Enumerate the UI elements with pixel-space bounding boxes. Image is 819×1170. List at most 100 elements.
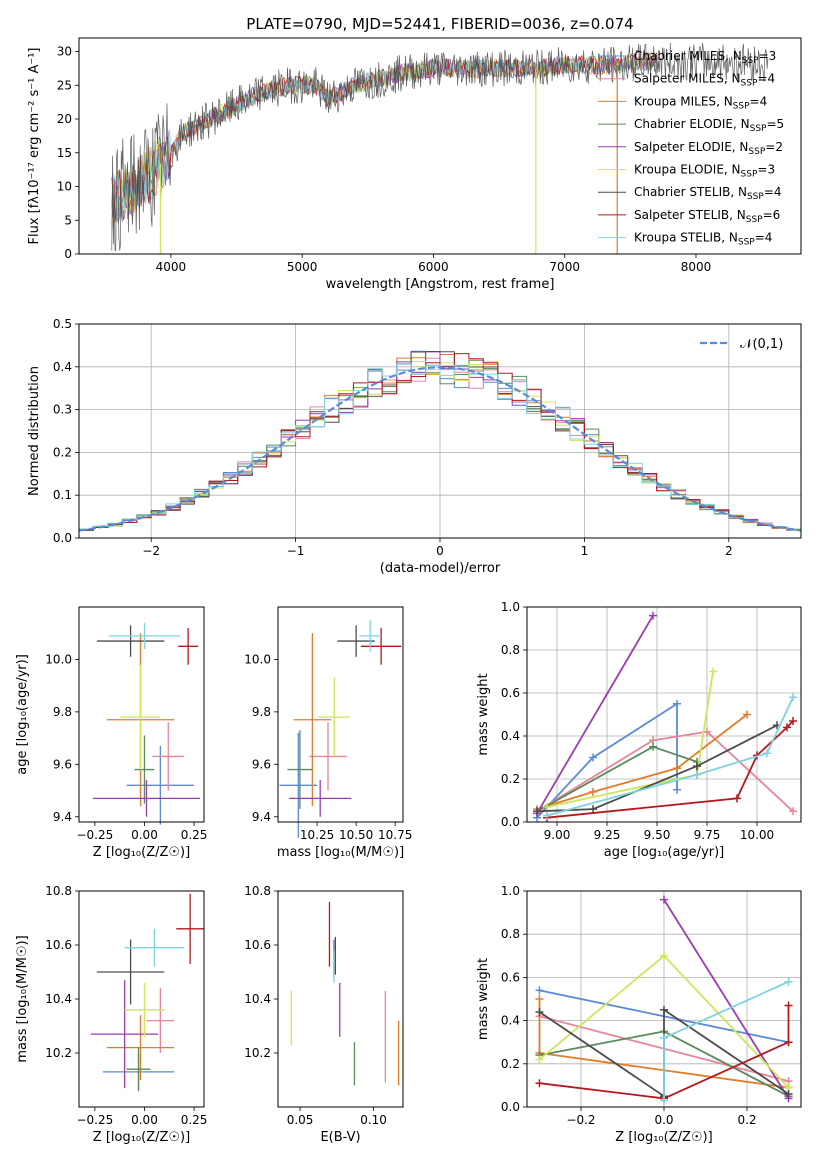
y-tick-label: 10.2	[45, 1046, 72, 1060]
x-tick-label: −0.25	[76, 828, 113, 842]
legend-nssp: 4	[765, 231, 773, 245]
legend-sub: SSP	[733, 101, 750, 111]
weight-vs-Z-panel: −0.2 0.0 0.2 0.0 0.2 0.4 0.6 0.8 1.0 Z [log₁₀(Z/Z…	[476, 884, 802, 1145]
y-tick-label: 0	[64, 247, 72, 261]
x-axis-label: (data-model)/error	[380, 561, 501, 576]
x-tick-label: 0.0	[654, 1113, 673, 1127]
y-tick-label: 0.2	[501, 772, 520, 786]
legend-name: Salpeter STELIB	[634, 208, 729, 222]
y-tick-label: 0.0	[501, 1100, 520, 1114]
x-tick-label: 0.00	[131, 828, 158, 842]
legend-sep: , N	[730, 185, 747, 199]
series-marker	[543, 802, 551, 811]
hist-kroupa-stelib	[78, 363, 801, 538]
x-tick-label: 8000	[681, 260, 712, 274]
series-marker	[783, 723, 791, 732]
series-marker	[535, 1079, 544, 1088]
residuals-panel: −2 −1 0 1 2 0.0 0.1 0.2 0.3 0.4 0.5 (data-model)/er…	[27, 317, 802, 576]
y-axis-label: mass [log₁₀(M/M☉)]	[15, 935, 30, 1062]
x-tick-label: 10.50	[339, 828, 373, 842]
legend-sub: SSP	[750, 124, 767, 134]
legend-entry: Kroupa MILES, NSSP=4	[634, 94, 767, 111]
x-axis-label: age [log₁₀(age/yr)]	[604, 845, 725, 860]
legend-sep: , N	[724, 72, 741, 86]
axes-frame	[78, 890, 205, 1108]
legend-eq: =	[765, 140, 775, 154]
legend-nssp: 4	[760, 94, 768, 108]
x-tick-label: 5000	[287, 260, 318, 274]
axes-frame	[277, 890, 404, 1108]
y-tick-label: 20	[57, 112, 72, 126]
y-tick-label: 0.5	[53, 317, 72, 331]
y-tick-label: 0.4	[53, 360, 72, 374]
legend-nssp: 3	[767, 163, 775, 177]
y-tick-label: 1.0	[501, 884, 520, 898]
y-axis-label: mass weight	[476, 673, 491, 755]
x-tick-label: 0.10	[360, 1113, 387, 1127]
x-tick-label: 0	[436, 544, 444, 558]
legend-entry: Salpeter ELODIE, NSSP=2	[634, 140, 783, 157]
legend-nssp: 4	[774, 185, 782, 199]
y-tick-label: 25	[57, 78, 72, 92]
x-tick-label: −1	[287, 544, 305, 558]
normal-curve	[78, 366, 802, 532]
series-marker	[784, 1001, 793, 1010]
series-marker	[693, 762, 701, 771]
series-marker	[784, 1090, 793, 1099]
legend-name: Kroupa ELODIE	[634, 163, 724, 177]
y-axis-label: mass weight	[476, 958, 491, 1040]
series-salpeter-stelib	[539, 1005, 790, 1100]
series-marker	[784, 977, 793, 986]
y-tick-label: 1.0	[501, 600, 520, 614]
axes-frame	[78, 37, 802, 255]
series-kroupa-stelib	[546, 696, 794, 817]
legend-sub: SSP	[738, 238, 755, 248]
series-marker	[789, 693, 797, 702]
series-kroupa-miles	[536, 713, 748, 810]
x-axis-label: Z [log₁₀(Z/Z☉)]	[93, 845, 190, 860]
y-tick-label: 9.6	[252, 757, 271, 771]
series-marker	[673, 764, 681, 773]
x-tick-label: 2	[725, 544, 733, 558]
spectrum-chabrier-stelib	[111, 42, 769, 252]
y-tick-label: 0.4	[501, 1014, 520, 1028]
series-marker	[589, 787, 597, 796]
legend-nssp: 4	[767, 72, 775, 86]
y-tick-label: 10.6	[244, 938, 271, 952]
x-axis-label: wavelength [Angstrom, rest frame]	[326, 277, 555, 292]
series-marker	[693, 770, 701, 779]
x-axis-label: mass [log₁₀(M/M☉)]	[277, 845, 404, 860]
legend-name: Salpeter ELODIE	[634, 140, 732, 154]
mass-vs-ebv-panel: 0.05 0.10 10.2 10.4 10.6 10.8 E(B-V)	[244, 884, 404, 1145]
spectrum-panel: 4000 5000 6000 7000 8000051015202530waveleng…	[27, 37, 802, 292]
series-marker	[543, 811, 551, 820]
x-tick-label: 9.50	[644, 828, 671, 842]
x-tick-label: 0.05	[287, 1113, 314, 1127]
axes-frame	[78, 323, 802, 539]
series-marker	[784, 1038, 793, 1047]
x-tick-label: 4000	[156, 260, 187, 274]
x-tick-label: 0.00	[131, 1113, 158, 1127]
legend-eq: =	[755, 231, 765, 245]
y-tick-label: 15	[57, 146, 72, 160]
y-tick-label: 10.8	[244, 884, 271, 898]
legend-nssp: 3	[769, 49, 777, 63]
legend-sep: , N	[733, 117, 750, 131]
legend-eq: =	[757, 72, 767, 86]
y-tick-label: 0.2	[53, 445, 72, 459]
legend-name: Chabrier ELODIE	[634, 117, 733, 131]
x-axis-label: Z [log₁₀(Z/Z☉)]	[93, 1130, 190, 1145]
x-tick-label: 0.2	[737, 1113, 756, 1127]
series-marker	[589, 753, 597, 762]
axes-frame	[78, 606, 205, 823]
x-tick-label: 9.75	[694, 828, 721, 842]
series-marker	[649, 742, 657, 751]
series-marker	[743, 710, 751, 719]
y-tick-label: 9.8	[252, 705, 271, 719]
legend-name: Chabrier MILES	[634, 49, 725, 63]
y-tick-label: 10.4	[244, 992, 271, 1006]
legend-sep: , N	[729, 208, 746, 222]
y-axis-label: age [log₁₀(age/yr)]	[15, 654, 30, 775]
series-marker	[660, 895, 668, 904]
y-tick-label: 10.6	[45, 938, 72, 952]
